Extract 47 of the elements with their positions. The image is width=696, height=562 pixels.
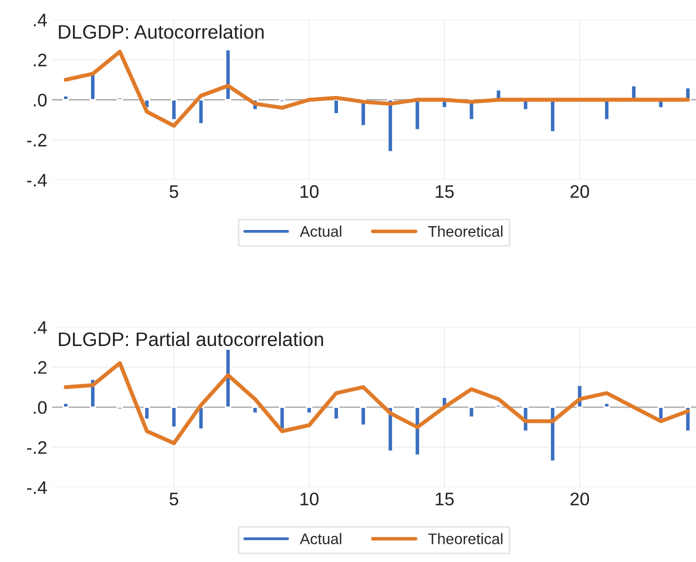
x-tick-label: 15 — [436, 492, 454, 506]
y-tick-label: .4 — [34, 321, 47, 334]
bar — [306, 406, 312, 414]
bar — [116, 406, 123, 410]
bar — [279, 99, 286, 102]
x-tick-label: 20 — [570, 185, 590, 198]
bar — [495, 404, 502, 408]
bar — [144, 406, 150, 420]
bar — [170, 99, 178, 120]
bar — [62, 95, 69, 100]
bar — [116, 97, 123, 100]
line-series — [64, 361, 690, 446]
bar — [658, 406, 664, 420]
bar — [387, 99, 394, 153]
legend-label: Theoretical — [428, 533, 502, 544]
bar — [604, 402, 610, 408]
y-tick-label: -.4 — [27, 174, 47, 186]
y-tick-label: .4 — [34, 14, 47, 26]
bar — [360, 406, 366, 426]
legend-label: Theoretical — [428, 226, 502, 237]
y-tick-label: -.2 — [27, 441, 46, 454]
x-tick-label: 10 — [300, 185, 319, 198]
y-tick-label: .0 — [34, 401, 47, 414]
y-tick-label: .2 — [34, 54, 46, 66]
legend-label: Actual — [300, 533, 342, 544]
x-tick-label: 15 — [436, 185, 454, 198]
bar — [170, 406, 178, 428]
legend-label: Actual — [300, 226, 342, 237]
bar — [333, 406, 340, 420]
chart-title: DLGDP: Partial autocorrelation — [58, 332, 324, 346]
bar — [252, 406, 258, 414]
bar — [279, 406, 286, 430]
y-tick-label: .2 — [34, 361, 46, 374]
x-tick-label: 5 — [170, 185, 178, 198]
line-series — [64, 50, 690, 128]
x-tick-label: 10 — [300, 492, 319, 506]
x-tick-label: 5 — [170, 492, 178, 506]
x-tick-label: 20 — [570, 492, 590, 506]
bar — [333, 99, 340, 114]
bar — [550, 406, 556, 462]
bar — [468, 406, 475, 418]
chart-title: DLGDP: Autocorrelation — [58, 24, 264, 39]
y-tick-label: -.2 — [27, 134, 46, 146]
y-tick-label: .0 — [34, 94, 47, 106]
bar — [62, 402, 69, 408]
bar — [198, 99, 204, 124]
y-tick-label: -.4 — [27, 481, 47, 494]
